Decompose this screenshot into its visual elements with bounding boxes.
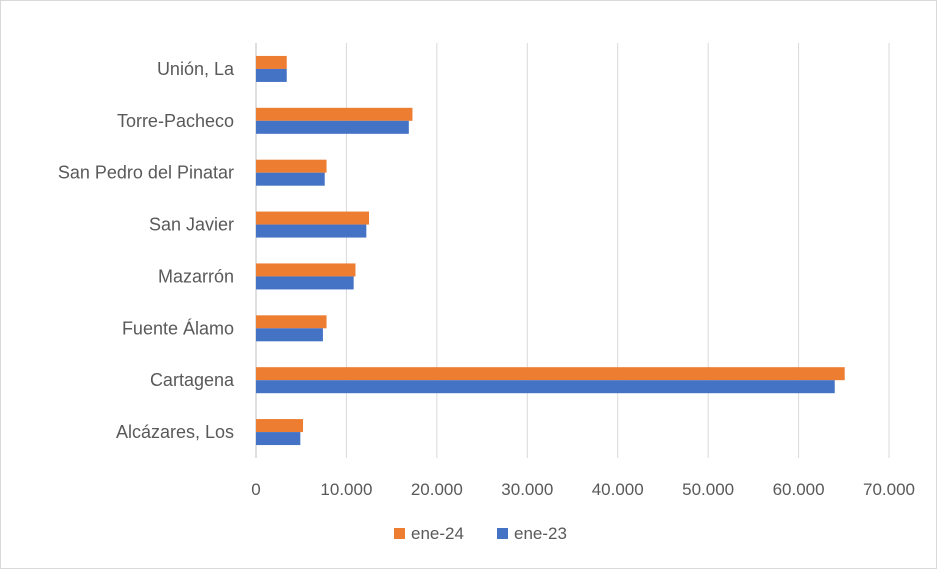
bar-ene-24 (256, 211, 370, 225)
bar-ene-23 (256, 432, 301, 446)
bar-ene-24 (256, 107, 413, 121)
bar-ene-23 (256, 120, 409, 134)
category-label: Alcázares, Los (116, 422, 234, 442)
category-label: Cartagena (150, 370, 235, 390)
bar-ene-23 (256, 68, 287, 82)
category-label: Unión, La (157, 59, 235, 79)
gridlines (255, 43, 890, 458)
category-label: San Javier (149, 215, 234, 235)
bar-ene-23 (256, 276, 354, 290)
bar-ene-24 (256, 315, 327, 329)
bar-ene-24 (256, 159, 327, 173)
category-labels: Unión, La Torre-Pacheco San Pedro del Pina… (58, 59, 235, 442)
bar-ene-23 (256, 380, 835, 394)
category-label: Torre-Pacheco (117, 111, 234, 131)
bar-ene-24 (256, 263, 356, 277)
x-tick-label: 0 (251, 480, 260, 499)
bar-ene-23 (256, 172, 325, 186)
x-tick-label: 50.000 (682, 480, 734, 499)
category-label: Fuente Álamo (122, 318, 234, 338)
bar-ene-24 (256, 367, 845, 381)
x-tick-label: 60.000 (773, 480, 825, 499)
legend-label: ene-23 (514, 524, 567, 543)
legend-label: ene-24 (411, 524, 464, 543)
legend: ene-24 ene-23 (394, 524, 567, 543)
bar-ene-24 (256, 419, 304, 433)
bar-ene-24 (256, 55, 287, 69)
x-tick-label: 70.000 (863, 480, 915, 499)
x-tick-labels: 0 10.000 20.000 30.000 40.000 50.000 60.000 70.… (251, 480, 915, 499)
bars (256, 55, 845, 446)
legend-swatch (497, 528, 508, 539)
x-tick-label: 30.000 (501, 480, 553, 499)
category-label: Mazarrón (158, 266, 234, 286)
bar-ene-23 (256, 224, 367, 238)
x-tick-label: 40.000 (592, 480, 644, 499)
x-tick-label: 20.000 (411, 480, 463, 499)
bar-ene-23 (256, 328, 323, 342)
x-tick-label: 10.000 (320, 480, 372, 499)
legend-swatch (394, 528, 405, 539)
category-label: San Pedro del Pinatar (58, 163, 234, 183)
